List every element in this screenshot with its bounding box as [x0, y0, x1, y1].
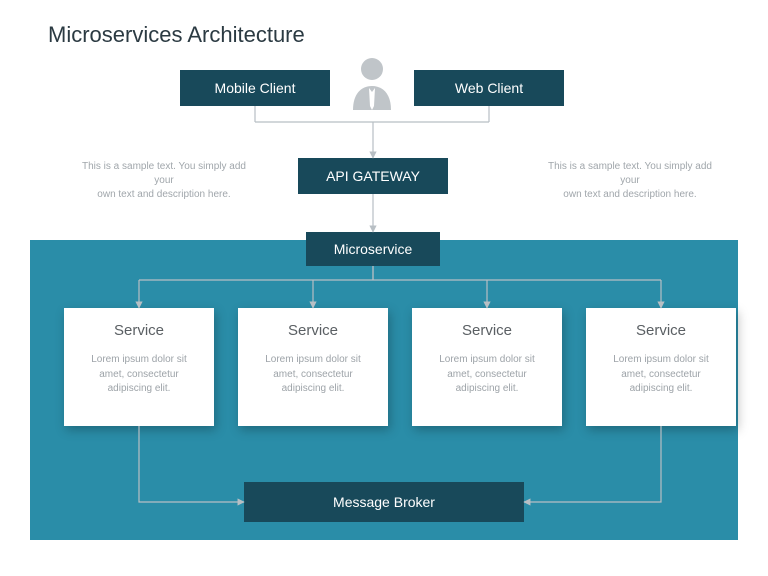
- side-text-left-line1: This is a sample text. You simply add yo…: [74, 160, 254, 188]
- service-title-3: Service: [600, 322, 722, 339]
- web-client-box: Web Client: [414, 70, 564, 106]
- side-text-right: This is a sample text. You simply add yo…: [540, 160, 720, 202]
- service-title-1: Service: [252, 322, 374, 339]
- side-text-left: This is a sample text. You simply add yo…: [74, 160, 254, 202]
- service-body-2: Lorem ipsum dolor sit amet, consectetur …: [426, 353, 548, 397]
- service-body-3: Lorem ipsum dolor sit amet, consectetur …: [600, 353, 722, 397]
- service-body-1: Lorem ipsum dolor sit amet, consectetur …: [252, 353, 374, 397]
- service-title-2: Service: [426, 322, 548, 339]
- side-text-right-line1: This is a sample text. You simply add yo…: [540, 160, 720, 188]
- microservice-box: Microservice: [306, 232, 440, 266]
- api-gateway-box: API GATEWAY: [298, 158, 448, 194]
- message-broker-box: Message Broker: [244, 482, 524, 522]
- service-card-2: Service Lorem ipsum dolor sit amet, cons…: [412, 308, 562, 426]
- service-card-3: Service Lorem ipsum dolor sit amet, cons…: [586, 308, 736, 426]
- api-gateway-label: API GATEWAY: [326, 168, 420, 184]
- service-title-0: Service: [78, 322, 200, 339]
- side-text-right-line2: own text and description here.: [540, 188, 720, 202]
- message-broker-label: Message Broker: [333, 494, 435, 510]
- side-text-left-line2: own text and description here.: [74, 188, 254, 202]
- service-card-1: Service Lorem ipsum dolor sit amet, cons…: [238, 308, 388, 426]
- user-icon: [349, 56, 395, 110]
- service-body-0: Lorem ipsum dolor sit amet, consectetur …: [78, 353, 200, 397]
- mobile-client-box: Mobile Client: [180, 70, 330, 106]
- service-card-0: Service Lorem ipsum dolor sit amet, cons…: [64, 308, 214, 426]
- mobile-client-label: Mobile Client: [215, 80, 296, 96]
- web-client-label: Web Client: [455, 80, 523, 96]
- microservice-label: Microservice: [334, 241, 413, 257]
- page-title: Microservices Architecture: [48, 22, 305, 48]
